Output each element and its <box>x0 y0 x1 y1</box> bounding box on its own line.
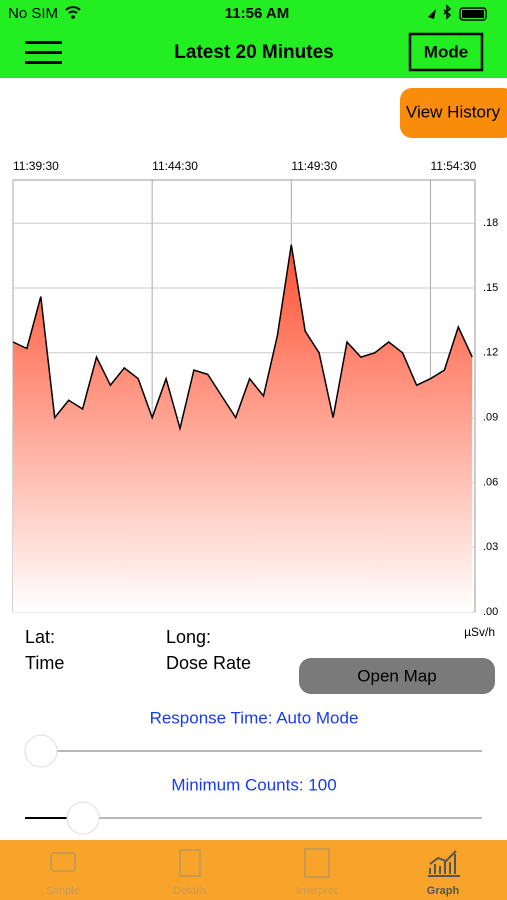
battery-icon <box>459 7 487 21</box>
area-fill <box>13 244 473 613</box>
response-time-label: Response Time: Auto Mode <box>150 708 359 727</box>
tab-icon <box>50 852 76 872</box>
y-tick-label: .18 <box>483 217 498 229</box>
tab-bar <box>0 840 507 900</box>
y-unit: µSv/h <box>464 625 495 639</box>
x-tick-label: 11:54:30 <box>430 159 476 173</box>
mode-button[interactable]: Mode <box>408 32 484 72</box>
nav-title: Latest 20 Minutes <box>174 42 333 63</box>
y-tick-label: .15 <box>483 282 498 294</box>
carrier: No SIM <box>8 5 58 22</box>
menu-line <box>25 61 62 64</box>
data-line <box>12 244 473 432</box>
tab-icon <box>428 850 460 877</box>
open-map-bg <box>299 658 495 694</box>
y-tick-label: .03 <box>483 541 498 553</box>
slider-knob <box>24 734 58 768</box>
wifi-icon <box>65 6 81 14</box>
battery-level <box>462 10 484 18</box>
mode-button-label: Mode <box>424 42 468 61</box>
minimum-counts-label: Minimum Counts: 100 <box>171 775 336 794</box>
slider-track <box>25 817 482 819</box>
view-history-label: View History <box>406 102 501 121</box>
tab-simple[interactable]: Simple <box>46 852 80 897</box>
chart: 11:39:30 11:44:30 11:49:30 11:54:30 .18 .15 .1… <box>12 159 498 639</box>
x-tick-label: 11:49:30 <box>291 159 337 173</box>
bluetooth-icon <box>443 4 452 20</box>
long-label: Long: <box>166 627 211 647</box>
tab-icon <box>179 849 201 877</box>
menu-line <box>25 41 62 44</box>
tab-icon <box>304 848 330 878</box>
wifi-dot <box>71 15 75 19</box>
menu-line <box>25 51 62 54</box>
mode-button-frame <box>408 32 484 72</box>
open-map-label: Open Map <box>357 666 436 685</box>
tab-details[interactable]: Details <box>173 849 207 897</box>
menu-button[interactable] <box>25 41 62 64</box>
open-map-button[interactable]: Open Map <box>299 658 495 694</box>
tab-interpret[interactable]: Interpret <box>297 848 338 897</box>
dose-rate-label: Dose Rate <box>166 653 251 673</box>
tab-label: Graph <box>427 885 460 897</box>
x-tick-label: 11:39:30 <box>13 159 59 173</box>
response-time-slider[interactable] <box>24 734 482 768</box>
location-icon <box>428 9 436 19</box>
slider-knob <box>66 801 100 835</box>
slider-track <box>25 750 482 752</box>
y-tick-label: .06 <box>483 476 498 488</box>
time-label: Time <box>25 653 64 673</box>
minimum-counts-slider[interactable] <box>25 801 482 835</box>
lat-label: Lat: <box>25 627 55 647</box>
tab-label: Simple <box>46 885 80 897</box>
x-tick-label: 11:44:30 <box>152 159 198 173</box>
y-tick-label: .00 <box>483 606 498 618</box>
y-tick-label: .09 <box>483 412 498 424</box>
view-history-bg <box>400 88 507 138</box>
view-history-button[interactable]: View History <box>400 88 507 138</box>
header-bar <box>0 0 507 78</box>
tab-label: Interpret <box>297 885 338 897</box>
slider-fill <box>25 817 83 819</box>
tab-graph[interactable]: Graph <box>427 850 460 897</box>
clock: 11:56 AM <box>225 5 289 22</box>
y-tick-label: .12 <box>483 347 498 359</box>
tab-label: Details <box>173 885 207 897</box>
